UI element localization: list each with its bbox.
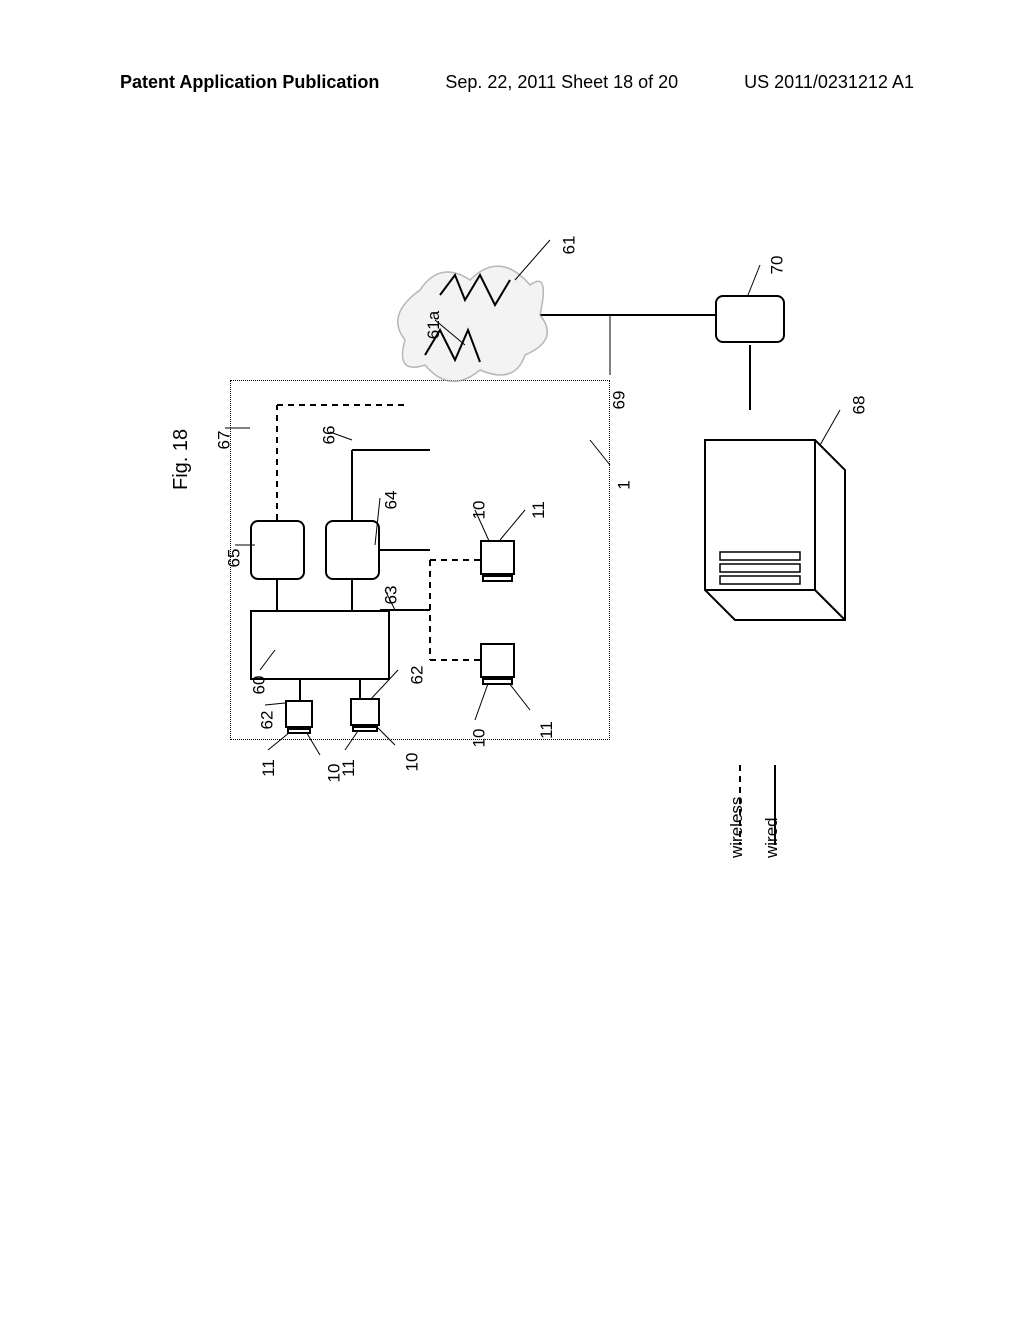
box-10-c-base	[287, 728, 311, 734]
box-11-a	[480, 540, 515, 575]
figure-18: Fig. 18	[120, 180, 880, 980]
box-10-a-base	[482, 575, 513, 582]
header-right: US 2011/0231212 A1	[744, 72, 914, 93]
box-11-d	[350, 698, 380, 726]
ref-10a: 10	[469, 501, 489, 520]
header-center: Sep. 22, 2011 Sheet 18 of 20	[445, 72, 678, 93]
box-65	[250, 520, 305, 580]
ref-70: 70	[767, 256, 787, 275]
ref-63: 63	[381, 586, 401, 605]
figure-label: Fig. 18	[170, 429, 193, 490]
ref-10b: 10	[469, 729, 489, 748]
ref-60: 60	[249, 676, 269, 695]
ref-1: 1	[615, 480, 635, 489]
ref-62a: 62	[407, 666, 427, 685]
ref-11d: 11	[339, 759, 359, 777]
ref-11c: 11	[259, 759, 279, 777]
ref-11a: 11	[529, 501, 549, 519]
page-header: Patent Application Publication Sep. 22, …	[0, 72, 1024, 93]
ref-66: 66	[319, 426, 339, 445]
box-60	[250, 610, 390, 680]
box-70	[715, 295, 785, 343]
box-11-b	[480, 643, 515, 678]
ref-69: 69	[609, 391, 629, 410]
ref-10d: 10	[402, 753, 422, 772]
box-64	[325, 520, 380, 580]
ref-65: 65	[224, 549, 244, 568]
server-68	[675, 410, 875, 640]
ref-64: 64	[381, 491, 401, 510]
legend-wired: wired	[762, 817, 782, 858]
ref-11b: 11	[537, 721, 557, 739]
ref-62b: 62	[257, 711, 277, 730]
box-10-d-base	[352, 726, 378, 732]
ref-68: 68	[849, 396, 869, 415]
ref-61: 61	[559, 236, 579, 255]
ref-67: 67	[214, 431, 234, 450]
legend-wireless: wireless	[727, 797, 747, 858]
box-10-b-base	[482, 678, 513, 685]
box-11-c	[285, 700, 313, 728]
ref-61a: 61a	[424, 311, 444, 339]
header-left: Patent Application Publication	[120, 72, 379, 93]
